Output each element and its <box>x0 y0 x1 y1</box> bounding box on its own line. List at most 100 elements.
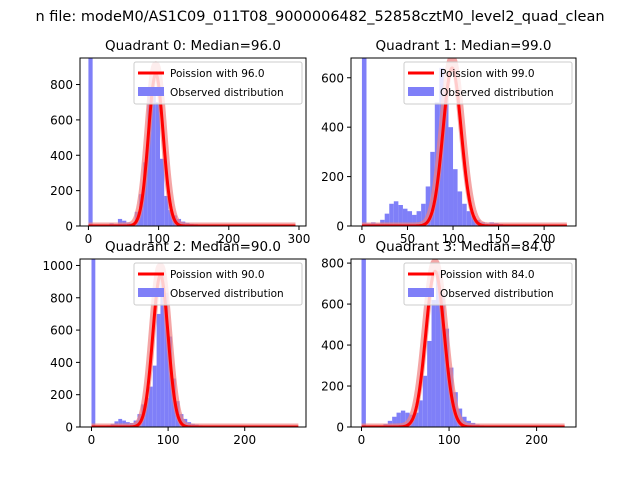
observed-bar-zero-spike <box>88 58 93 226</box>
observed-bar <box>152 365 157 427</box>
observed-bar <box>431 299 436 427</box>
observed-bar <box>416 211 422 226</box>
observed-bar <box>164 292 169 427</box>
observed-bar <box>402 208 408 226</box>
legend-entry-poisson: Poission with 96.0 <box>170 68 265 80</box>
observed-bar <box>148 386 153 427</box>
x-tick-label: 200 <box>525 433 548 447</box>
quadrant-0-axes-frame <box>79 57 307 227</box>
legend-entry-observed: Observed distribution <box>170 87 284 99</box>
x-tick-label: 0 <box>358 433 366 447</box>
quadrant-0-panel: Quadrant 0: Median=96.0 0 100 200 300 0 200 400… <box>50 38 310 246</box>
y-tick-label: 600 <box>50 113 73 127</box>
x-tick-label: 0 <box>85 232 93 246</box>
observed-bar <box>164 195 169 226</box>
observed-bar <box>396 412 401 427</box>
x-tick-label: 200 <box>233 433 256 447</box>
y-tick-label: 400 <box>321 121 344 135</box>
x-tick-label: 300 <box>288 232 311 246</box>
legend-entry-observed: Observed distribution <box>440 288 554 300</box>
observed-bar <box>151 88 156 226</box>
observed-bar <box>168 210 173 226</box>
legend-box <box>133 61 303 105</box>
observed-bar <box>155 102 161 226</box>
observed-bar <box>160 273 165 427</box>
observed-bar <box>398 205 403 226</box>
legend-bar-swatch <box>138 288 164 297</box>
observed-bar <box>457 191 463 226</box>
observed-bar <box>384 213 390 226</box>
observed-bar <box>435 271 441 427</box>
observed-bar-zero-spike <box>361 58 367 226</box>
x-tick-label: 100 <box>438 433 461 447</box>
x-tick-label: 150 <box>487 232 510 246</box>
legend-box <box>403 61 573 105</box>
x-tick-label: 100 <box>147 232 170 246</box>
legend-entry-poisson: Poission with 84.0 <box>440 269 535 281</box>
quadrant-2-axes-frame <box>79 258 307 428</box>
observed-bar <box>462 203 467 226</box>
observed-bar <box>466 211 472 226</box>
observed-bar <box>427 340 432 427</box>
y-tick-label: 1000 <box>42 259 73 273</box>
x-tick-label: 100 <box>442 232 465 246</box>
y-tick-label: 0 <box>65 220 73 234</box>
quadrant-3-legend: Poission with 84.0 Observed distribution <box>403 262 573 306</box>
x-tick-label: 200 <box>217 232 240 246</box>
y-tick-label: 0 <box>336 421 344 435</box>
observed-bar <box>147 95 152 226</box>
observed-bar <box>393 201 399 226</box>
y-tick-label: 400 <box>50 149 73 163</box>
y-tick-label: 800 <box>50 78 73 92</box>
x-tick-label: 200 <box>533 232 556 246</box>
x-tick-label: 0 <box>88 433 96 447</box>
observed-bar <box>392 416 397 427</box>
panels: Quadrant 0: Median=96.0 0 100 200 300 0 200 400… <box>42 38 577 447</box>
quadrant-1-title: Quadrant 1: Median=99.0 <box>376 38 552 54</box>
quadrant-3-panel: Quadrant 3: Median=84.0 0 100 200 0 200 400 600… <box>321 239 577 447</box>
y-tick-label: 400 <box>321 339 344 353</box>
legend-bar-swatch <box>408 87 434 96</box>
observed-bar <box>443 92 449 226</box>
quadrant-3-axes-frame <box>350 258 577 428</box>
quadrant-2-panel: Quadrant 2: Median=90.0 0 100 200 0 200 400 600… <box>42 239 307 447</box>
x-tick-label: 50 <box>400 232 415 246</box>
quadrant-1-legend: Poission with 99.0 Observed distribution <box>403 61 573 105</box>
y-tick-label: 600 <box>321 298 344 312</box>
quadrant-3-title: Quadrant 3: Median=84.0 <box>376 239 552 255</box>
y-tick-label: 800 <box>321 257 344 271</box>
quadrant-2-legend: Poission with 90.0 Observed distribution <box>133 262 303 306</box>
quadrant-1-panel: Quadrant 1: Median=99.0 0 50 100 150 200 0 200 4… <box>321 38 577 246</box>
observed-bar <box>453 169 458 226</box>
y-tick-label: 600 <box>50 324 73 338</box>
y-tick-label: 0 <box>336 220 344 234</box>
quadrant-2-title: Quadrant 2: Median=90.0 <box>105 239 281 255</box>
observed-bar <box>418 400 423 427</box>
observed-bar <box>145 397 149 427</box>
observed-bar <box>389 203 394 226</box>
y-tick-label: 600 <box>321 71 344 85</box>
observed-bar <box>117 218 123 226</box>
observed-bar-zero-spike <box>361 259 366 427</box>
legend-bar-swatch <box>138 87 164 96</box>
observed-bar <box>118 418 123 427</box>
quadrant-1-plot-area <box>359 58 570 226</box>
poisson-curve <box>361 66 568 226</box>
legend-box <box>403 262 573 306</box>
y-tick-label: 800 <box>50 291 73 305</box>
observed-bar <box>414 412 419 427</box>
quadrant-0-legend: Poission with 96.0 Observed distribution <box>133 61 303 105</box>
legend-entry-poisson: Poission with 99.0 <box>440 68 535 80</box>
observed-bar <box>400 410 406 427</box>
observed-bar-zero-spike <box>91 259 96 427</box>
observed-bar <box>422 375 428 427</box>
observed-bar <box>448 127 454 226</box>
y-tick-label: 200 <box>321 380 344 394</box>
y-tick-label: 200 <box>321 170 344 184</box>
observed-bar <box>407 211 413 226</box>
observed-bar <box>412 214 417 226</box>
observed-bar <box>425 186 431 226</box>
quadrant-1-axes-frame <box>350 57 577 227</box>
legend-entry-poisson: Poission with 90.0 <box>170 269 265 281</box>
